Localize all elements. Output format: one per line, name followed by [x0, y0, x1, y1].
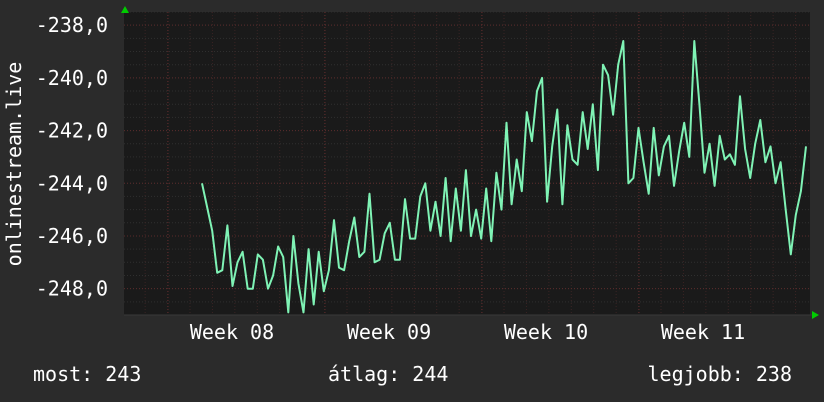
x-axis-arrow-icon — [812, 311, 819, 319]
stat-average: átlag: 244 — [328, 362, 449, 386]
y-tick-label: -246,0 — [36, 224, 108, 248]
x-axis-ticks: Week 08 Week 09 Week 10 Week 11 — [190, 320, 745, 344]
y-tick-label: -240,0 — [36, 66, 108, 90]
y-axis-ticks: -238,0 -240,0 -242,0 -244,0 -246,0 -248,0 — [36, 13, 108, 300]
y-tick-label: -244,0 — [36, 171, 108, 195]
y-axis-label: onlinestream.live — [2, 61, 26, 267]
y-tick-label: -248,0 — [36, 277, 108, 301]
stat-current: most: 243 — [33, 362, 142, 386]
stats-bar: most: 243 átlag: 244 legjobb: 238 — [0, 362, 824, 390]
y-tick-label: -242,0 — [36, 119, 108, 143]
series-line — [201, 40, 807, 314]
grid-lines — [124, 11, 810, 316]
x-tick-label: Week 10 — [504, 320, 588, 344]
x-tick-label: Week 11 — [661, 320, 745, 344]
y-axis-arrow-icon — [121, 6, 129, 13]
x-tick-label: Week 08 — [190, 320, 274, 344]
stat-best: legjobb: 238 — [647, 362, 793, 386]
y-tick-label: -238,0 — [36, 13, 108, 37]
x-tick-label: Week 09 — [347, 320, 431, 344]
